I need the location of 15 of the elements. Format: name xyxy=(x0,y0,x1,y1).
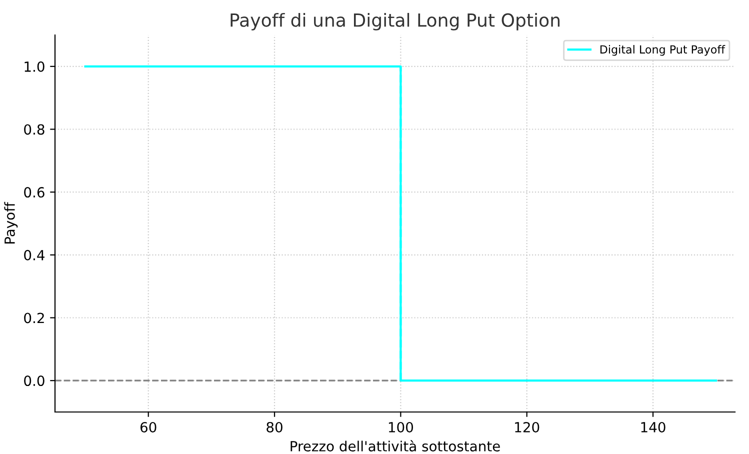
x-tick-label: 80 xyxy=(266,422,282,432)
x-axis-title: Prezzo dell'attività sottostante xyxy=(290,440,500,452)
y-tick-label: 1.0 xyxy=(24,61,44,72)
y-axis-title: Payoff xyxy=(4,202,18,244)
y-tick-label: 0.6 xyxy=(24,187,44,198)
x-tick-label: 100 xyxy=(388,422,414,432)
y-tick-label: 0.0 xyxy=(24,376,44,386)
chart-title: Payoff di una Digital Long Put Option xyxy=(230,12,560,30)
y-tick-label: 0.4 xyxy=(24,250,44,260)
x-tick-label: 120 xyxy=(515,422,540,432)
y-tick-label: 0.8 xyxy=(24,124,44,135)
x-tick-label: 140 xyxy=(641,422,666,432)
x-tick-label: 60 xyxy=(140,422,156,432)
legend-label: Digital Long Put Payoff xyxy=(600,45,726,56)
y-tick-label: 0.2 xyxy=(24,312,44,324)
